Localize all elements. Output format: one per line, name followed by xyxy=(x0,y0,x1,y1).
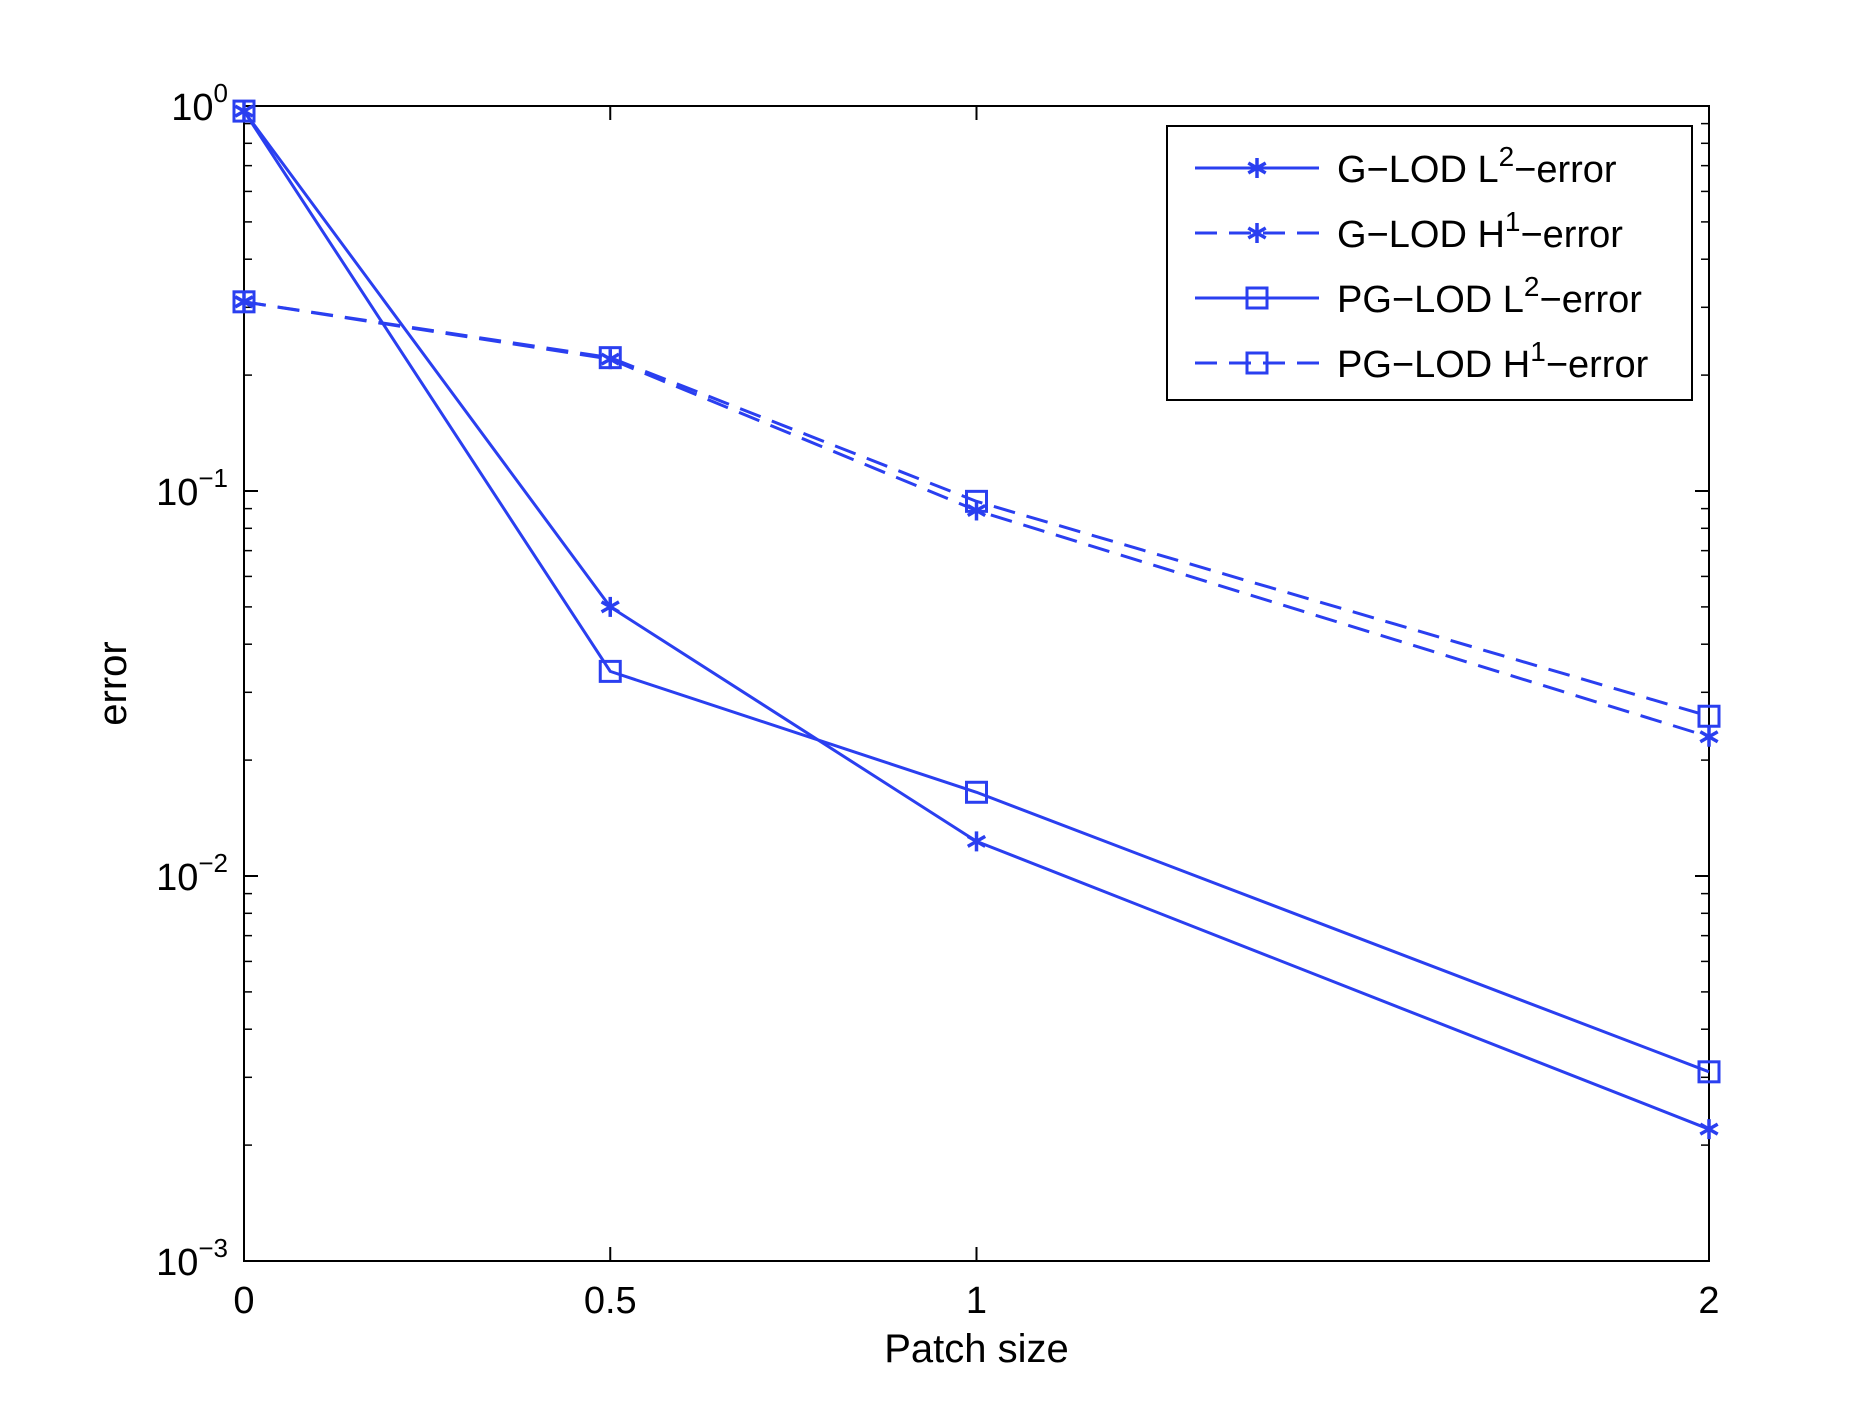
star-marker xyxy=(600,596,620,617)
square-marker xyxy=(598,659,622,683)
legend-label-4: PG−LOD H1−error xyxy=(1337,336,1649,386)
x-axis-title: Patch size xyxy=(884,1327,1069,1371)
star-marker xyxy=(1699,1119,1719,1140)
legend-label-1: G−LOD L2−error xyxy=(1337,141,1617,191)
star-stroke xyxy=(966,834,987,848)
series-line-4 xyxy=(243,300,1710,718)
star-stroke xyxy=(1247,226,1267,240)
series-line-1 xyxy=(242,110,1710,1131)
star-marker xyxy=(1247,223,1267,243)
star-marker xyxy=(966,831,987,852)
square-marker xyxy=(598,346,622,370)
square-marker xyxy=(965,489,988,513)
square-marker xyxy=(1245,286,1269,310)
star-stroke xyxy=(600,352,620,366)
series-line-3 xyxy=(242,110,1710,1074)
y-tick-label: 10−3 xyxy=(156,1233,228,1284)
y-tick-label: 100 xyxy=(171,78,228,129)
legend-label-2: G−LOD H1−error xyxy=(1337,206,1623,256)
square-marker xyxy=(1697,1060,1721,1084)
star-stroke xyxy=(1699,730,1719,744)
star-marker xyxy=(600,349,620,370)
square-marker xyxy=(1697,704,1721,728)
x-tick-label: 0 xyxy=(233,1280,254,1322)
y-tick-label: 10−1 xyxy=(156,463,228,514)
star-stroke xyxy=(600,600,620,614)
star-stroke xyxy=(1247,161,1267,175)
plot-area: 0 0.5 1 2 100 10−1 10−2 10−3 Patch size error xyxy=(91,78,1721,1371)
x-tick-label: 1 xyxy=(966,1280,987,1322)
legend: G−LOD L2−error G−LOD H1−error PG−LOD L2−er… xyxy=(1166,125,1693,401)
square-marker xyxy=(232,290,256,314)
x-tick-label: 0.5 xyxy=(584,1280,637,1322)
y-axis-title: error xyxy=(91,641,135,725)
square-marker xyxy=(232,99,256,123)
x-tick-label: 2 xyxy=(1698,1280,1719,1322)
y-tick-label: 10−2 xyxy=(156,848,228,899)
legend-label-3: PG−LOD L2−error xyxy=(1337,271,1642,321)
star-marker xyxy=(1699,726,1719,747)
star-stroke xyxy=(1699,1122,1719,1136)
square-marker xyxy=(965,780,988,804)
square-marker xyxy=(1245,351,1269,375)
star-marker xyxy=(1247,158,1267,178)
